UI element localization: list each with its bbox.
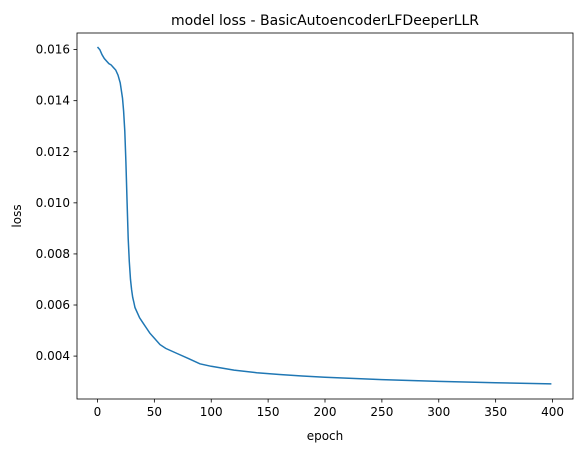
x-tick-label: 150 <box>257 405 280 419</box>
x-tick-label: 350 <box>484 405 507 419</box>
y-tick-label: 0.012 <box>36 145 70 159</box>
x-tick-label: 50 <box>147 405 162 419</box>
y-tick-label: 0.016 <box>36 43 70 57</box>
x-tick-label: 0 <box>94 405 102 419</box>
loss-series-line <box>96 46 552 385</box>
y-tick-label: 0.014 <box>36 94 70 108</box>
plot-frame <box>76 32 574 400</box>
x-axis-label: epoch <box>307 429 344 443</box>
y-tick-label: 0.010 <box>36 196 70 210</box>
y-tick-label: 0.004 <box>36 349 70 363</box>
x-tick-label: 400 <box>541 405 564 419</box>
y-tick-label: 0.008 <box>36 247 70 261</box>
y-axis-label: loss <box>10 204 24 227</box>
y-axis-ticks: 0.004 0.006 0.008 0.010 0.012 0.014 0.016 <box>36 43 77 363</box>
x-axis-ticks: 0 50 100 150 200 250 300 350 400 <box>94 399 564 419</box>
x-tick-label: 200 <box>314 405 337 419</box>
x-tick-label: 300 <box>427 405 450 419</box>
plot-area <box>77 33 573 399</box>
chart-title: model loss - BasicAutoencoderLFDeeperLLR <box>171 13 479 29</box>
y-tick-label: 0.006 <box>36 298 70 312</box>
x-tick-label: 250 <box>370 405 393 419</box>
x-tick-label: 100 <box>200 405 223 419</box>
